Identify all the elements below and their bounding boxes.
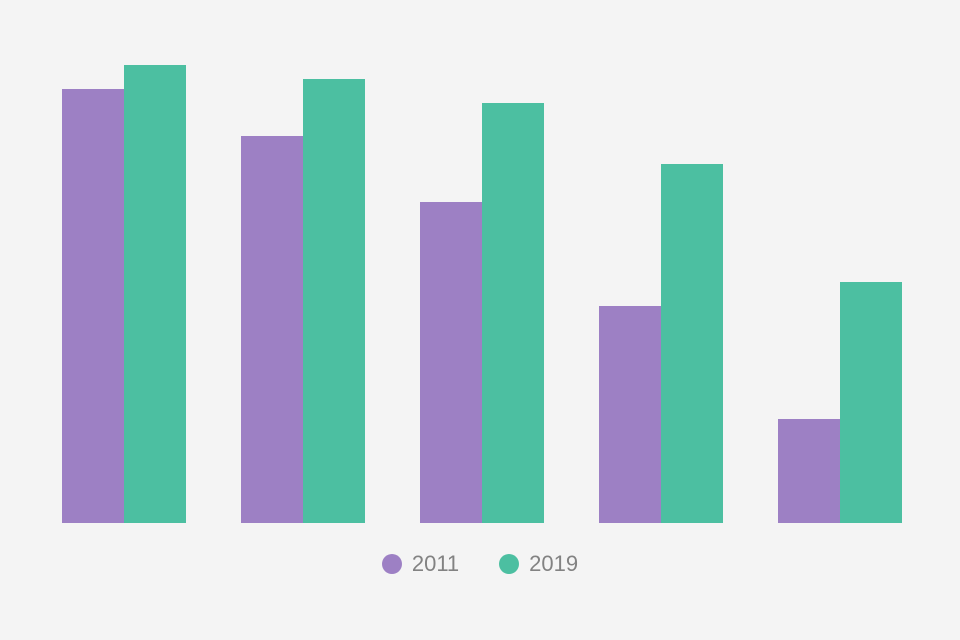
plot-area: [62, 51, 902, 523]
bar-2019: [482, 103, 544, 523]
bar-group: [420, 103, 544, 523]
legend-swatch: [499, 554, 519, 574]
legend-item: 2011: [382, 551, 459, 577]
legend-label: 2019: [529, 551, 578, 577]
legend: 2011 2019: [335, 551, 625, 577]
bar-2011: [420, 202, 482, 523]
bar-2011: [62, 89, 124, 523]
chart-container: 2011 2019: [0, 0, 960, 640]
bar-group: [62, 65, 186, 523]
legend-label: 2011: [412, 551, 459, 577]
bar-group: [778, 282, 902, 523]
bar-2011: [778, 419, 840, 523]
bar-2011: [241, 136, 303, 523]
bar-2019: [840, 282, 902, 523]
bar-2019: [124, 65, 186, 523]
bar-group: [241, 79, 365, 523]
legend-item: 2019: [499, 551, 578, 577]
bar-2019: [661, 164, 723, 523]
bar-2011: [599, 306, 661, 523]
bar-2019: [303, 79, 365, 523]
legend-swatch: [382, 554, 402, 574]
bar-group: [599, 164, 723, 523]
